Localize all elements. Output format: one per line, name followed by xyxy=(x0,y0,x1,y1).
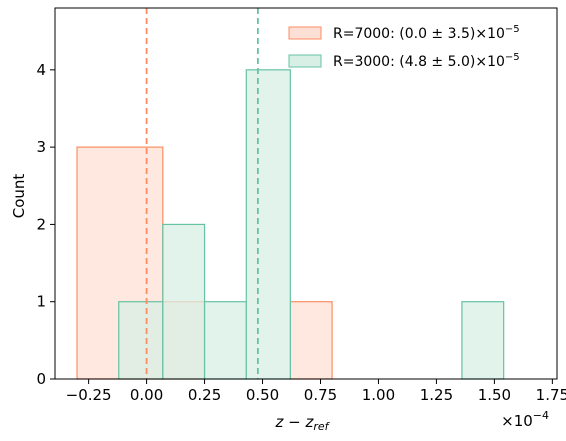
legend-swatch-r7000 xyxy=(288,26,322,40)
mean-lines xyxy=(145,8,259,379)
x-axis-label: z − zref xyxy=(274,413,330,433)
x-tick-label: 0.00 xyxy=(130,386,163,404)
y-tick-label: 4 xyxy=(36,61,46,79)
y-axis-label: Count xyxy=(10,174,28,219)
plot-frame xyxy=(54,7,558,380)
x-axis: −0.25 0.00 0.25 0.50 0.75 1.00 1.25 1.50 1.75 xyxy=(66,379,566,404)
legend-label-r3000: R=3000: (4.8 ± 5.0)×10−5 xyxy=(333,52,520,70)
histogram-bar xyxy=(289,301,333,380)
histogram-bar xyxy=(203,301,247,380)
histogram-bar xyxy=(461,301,505,380)
y-axis: 0 1 2 3 4 xyxy=(36,61,55,388)
x-tick-label: 1.75 xyxy=(536,386,566,404)
y-tick-label: 3 xyxy=(36,138,46,156)
x-tick-label: 0.25 xyxy=(188,386,221,404)
histogram-bar xyxy=(118,301,164,380)
histogram-bar xyxy=(162,223,206,380)
x-tick-label: 1.00 xyxy=(362,386,395,404)
x-tick-label: 0.75 xyxy=(304,386,337,404)
x-axis-offset-label: ×10−4 xyxy=(501,409,549,430)
y-tick-label: 0 xyxy=(36,370,46,388)
histogram-bars xyxy=(76,69,505,380)
y-tick-label: 1 xyxy=(36,293,46,311)
x-tick-label: 0.50 xyxy=(246,386,279,404)
legend-swatch-r3000 xyxy=(288,54,322,68)
legend-label-r7000: R=7000: (0.0 ± 3.5)×10−5 xyxy=(333,24,520,42)
x-tick-label: 1.50 xyxy=(478,386,511,404)
x-tick-label: −0.25 xyxy=(66,386,112,404)
y-tick-label: 2 xyxy=(36,215,46,233)
histogram-bar xyxy=(245,69,291,380)
x-tick-label: 1.25 xyxy=(420,386,453,404)
legend: R=7000: (0.0 ± 3.5)×10−5 R=3000: (4.8 ± … xyxy=(288,24,520,70)
